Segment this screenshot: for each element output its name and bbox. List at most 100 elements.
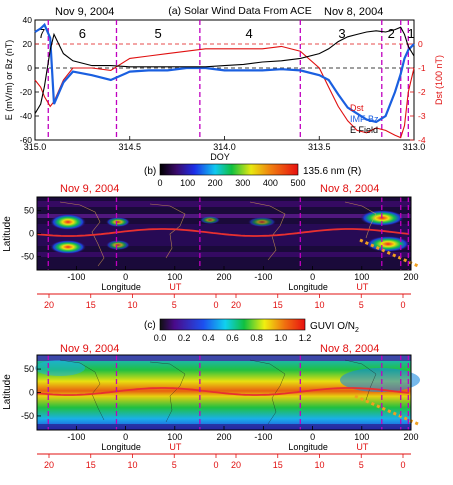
lon-tick-label: 100 — [354, 272, 369, 282]
panel-a-xlabel: DOY — [210, 152, 230, 162]
panel-c-label: (c) — [144, 320, 156, 331]
panel-a-ytick-label: -60 — [20, 135, 33, 145]
lon-tick-label: 0 — [123, 432, 128, 442]
ut-tick-label: 20 — [44, 460, 54, 470]
lon-tick-label: 100 — [167, 432, 182, 442]
ut-tick-label: 15 — [273, 460, 283, 470]
panel-b-blob — [50, 240, 86, 254]
colorbar-tick-label: 500 — [290, 178, 305, 188]
panel-a-xtick-label: 314.0 — [213, 142, 236, 152]
ut-tick-label: 0 — [213, 460, 218, 470]
series-imf-bz — [34, 22, 415, 124]
lon-tick-label: 0 — [123, 272, 128, 282]
lat-tick-label: 50 — [24, 364, 34, 374]
lon-tick-label: 200 — [403, 432, 418, 442]
panel-b-colorbar-ticks: 0 100 200 300 400 500 — [157, 178, 305, 188]
panel-b-blob — [50, 214, 86, 230]
lat-tick-label: 0 — [29, 388, 34, 398]
lon-tick-label: 0 — [310, 432, 315, 442]
ut-axis-label: UT — [169, 442, 181, 452]
lon-tick-label: -100 — [67, 432, 85, 442]
ut-axis-label: UT — [356, 282, 368, 292]
panel-a-y2tick-label: -3 — [418, 111, 426, 121]
panel-c-map — [35, 354, 420, 431]
panel-b-date-left: Nov 9, 2004 — [60, 183, 119, 195]
lon-tick-label: 200 — [216, 432, 231, 442]
lon-axis-label: Longitude — [101, 282, 141, 292]
lon-tick-label: 0 — [310, 272, 315, 282]
panel-a-ytick-label: 40 — [23, 15, 33, 25]
panel-b-blob — [366, 236, 410, 252]
panel-a-ytick-label: -20 — [20, 87, 33, 97]
panel-b-colorbar — [159, 163, 299, 176]
ut-tick-label: 20 — [231, 460, 241, 470]
ut-tick-label: 15 — [273, 300, 283, 310]
lon-tick-label: 100 — [354, 432, 369, 442]
phase-label: 2 — [388, 26, 395, 41]
colorbar-tick-label: 100 — [180, 178, 195, 188]
panel-b-blob — [106, 217, 130, 227]
panel-c-magnetic-equator — [36, 387, 410, 396]
panel-b-continents — [59, 201, 377, 267]
legend-dst: Dst — [350, 103, 364, 113]
colorbar-tick-label: 0.4 — [202, 333, 215, 343]
panel-a-date-right: Nov 8, 2004 — [324, 6, 383, 18]
ut-tick-label: 0 — [400, 300, 405, 310]
colorbar-tick-label: 0 — [157, 178, 162, 188]
colorbar-tick-label: 0.6 — [226, 333, 239, 343]
panel-a-legend: Dst IMF Bz E Field — [350, 103, 379, 135]
panel-c-colorbar-title: GUVI O/N2 — [310, 321, 359, 334]
panel-a-y2tick-label: -4 — [418, 135, 426, 145]
panel-a-y2tick-label: -2 — [418, 87, 426, 97]
ut-tick-label: 5 — [172, 300, 177, 310]
panel-c-date-right: Nov 8, 2004 — [320, 343, 379, 355]
colorbar-tick-label: 400 — [263, 178, 278, 188]
ut-tick-label: 5 — [172, 460, 177, 470]
phase-label: 4 — [246, 26, 253, 41]
panel-b-dotted-line — [359, 238, 419, 268]
ut-tick-label: 20 — [231, 300, 241, 310]
phase-label: 7 — [38, 26, 45, 41]
ut-tick-label: 10 — [127, 460, 137, 470]
ut-tick-label: 15 — [86, 460, 96, 470]
panel-a-xtick-label: 313.0 — [403, 142, 426, 152]
ut-tick-label: 0 — [213, 300, 218, 310]
lon-tick-label: -100 — [254, 272, 272, 282]
lat-tick-label: 50 — [24, 206, 34, 216]
series-dst — [34, 45, 415, 139]
panel-a-ytick-label: -40 — [20, 111, 33, 121]
colorbar-tick-label: 0.2 — [178, 333, 191, 343]
lon-tick-label: -100 — [67, 272, 85, 282]
ut-tick-label: 5 — [359, 460, 364, 470]
lon-tick-label: 100 — [167, 272, 182, 282]
ut-tick-label: 0 — [400, 460, 405, 470]
ut-axis-label: UT — [169, 282, 181, 292]
panel-a-date-left: Nov 9, 2004 — [55, 6, 114, 18]
panel-b-date-right: Nov 8, 2004 — [320, 183, 379, 195]
panel-a-ylabel-right: Dst (100 nT) — [434, 55, 444, 105]
colorbar-tick-label: 1.0 — [275, 333, 288, 343]
panel-c-continents — [59, 359, 377, 425]
panel-a-title: (a) Solar Wind Data From ACE — [168, 5, 312, 17]
colorbar-tick-label: 200 — [208, 178, 223, 188]
panel-a-xtick-label: 314.5 — [118, 142, 141, 152]
ut-tick-label: 5 — [359, 300, 364, 310]
phase-label: 1 — [408, 26, 415, 41]
panel-c-date-left: Nov 9, 2004 — [60, 343, 119, 355]
series-e-field — [34, 26, 415, 114]
panel-a-ylabel-left: E (mV/m) or Bz (nT) — [4, 40, 14, 121]
panel-b-magnetic-equator — [36, 228, 410, 237]
panel-a-ytick-label: 20 — [23, 39, 33, 49]
legend-bz: IMF Bz — [350, 114, 379, 124]
panel-a-xtick-label: 313.5 — [308, 142, 331, 152]
lat-tick-label: 0 — [29, 229, 34, 239]
phase-label: 3 — [338, 26, 345, 41]
panel-b-map — [36, 196, 419, 271]
lat-tick-label: -50 — [21, 411, 34, 421]
ut-tick-label: 10 — [127, 300, 137, 310]
panel-b-blob — [200, 216, 220, 224]
ut-axis-label: UT — [356, 442, 368, 452]
panel-b-ylabel: Latitude — [2, 216, 13, 252]
